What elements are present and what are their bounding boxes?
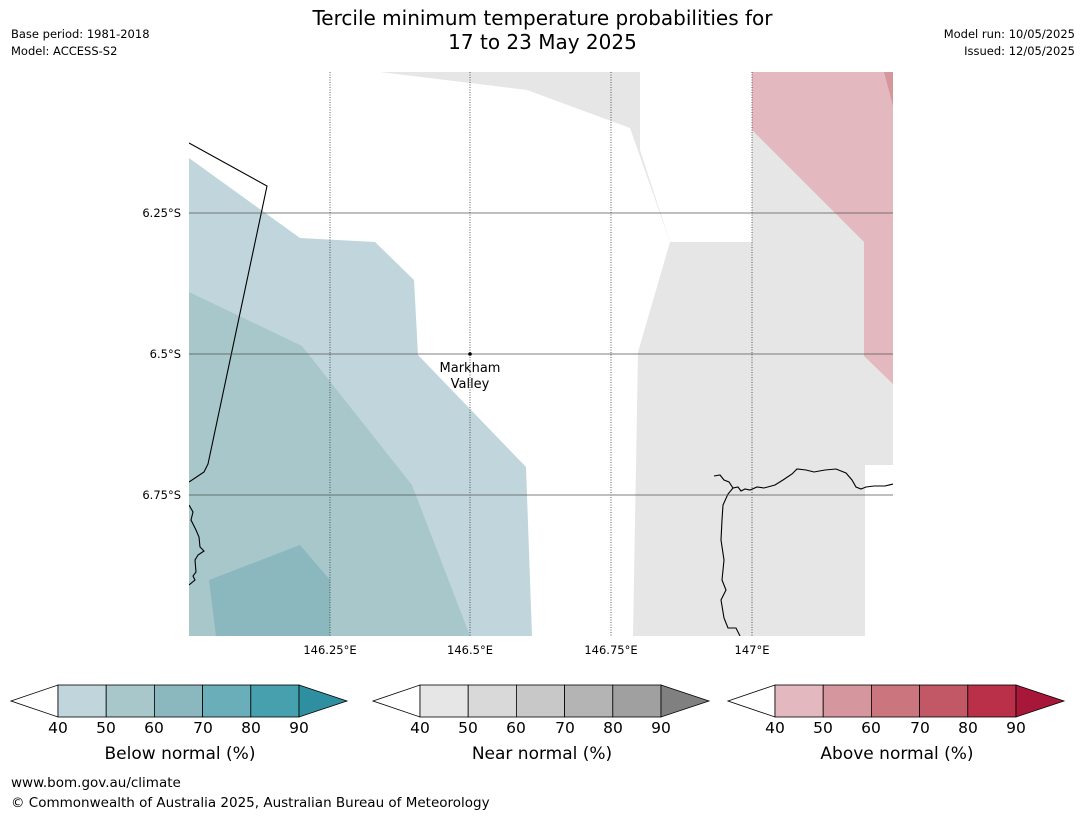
colorbar-extend-low [10,684,59,718]
legend-label: Above normal (%) [820,744,974,764]
legend-near-normal: 40 50 60 70 80 90 Near normal (%) [372,684,712,774]
colorbar-segment [419,684,469,718]
lat-tick-label: 6.25°S [142,206,181,220]
below-normal-region-60 [209,545,330,636]
lat-tick-label: 6.75°S [142,488,181,502]
lon-tick-label: 146.25°E [303,643,356,657]
legend-label: Near normal (%) [471,744,613,764]
legend-tick: 80 [241,719,261,737]
colorbar-segment [774,684,824,718]
legend-tick: 90 [289,719,309,737]
title-line-1: Tercile minimum temperature probabilitie… [312,6,773,30]
legend-tick: 60 [144,719,164,737]
legend-tick: 40 [48,719,68,737]
map-area: Markham Valley [189,72,893,636]
colorbar-segment [105,684,155,718]
colorbar-segment [250,684,300,718]
place-label-line1: Markham [440,361,501,376]
legend-label: Below normal (%) [104,744,256,764]
colorbar-segment [870,684,920,718]
coastline-east [713,468,893,492]
above-normal-region-50 [884,72,893,106]
legend-tick: 90 [1006,719,1026,737]
legend-tick: 80 [603,719,623,737]
legend-tick: 40 [765,719,785,737]
legend-tick: 50 [813,719,833,737]
colorbar-segment [919,684,969,718]
base-period: Base period: 1981-2018 [11,27,150,41]
legend-tick: 90 [651,719,671,737]
colorbar-segment [153,684,203,718]
colorbar-extend-low [372,684,421,718]
legend-tick: 50 [458,719,478,737]
coastline-west [189,504,205,586]
no-signal-region-east [865,465,893,636]
meta-left: Base period: 1981-2018 Model: ACCESS-S2 [11,26,150,60]
colorbar-near-normal [372,684,711,718]
lon-tick-label: 147°E [735,643,770,657]
legend-tick: 80 [958,719,978,737]
colorbar-segment [515,684,565,718]
model-run: Model run: 10/05/2025 [943,27,1075,41]
lat-tick-label: 6.5°S [150,347,181,361]
chart-title: Tercile minimum temperature probabilitie… [0,6,1085,54]
legend-tick: 50 [96,719,116,737]
colorbar-segment [822,684,872,718]
colorbar-above-normal [727,684,1066,718]
colorbar-extend-high [298,684,349,718]
river-line [720,487,741,636]
colorbar-segment [564,684,614,718]
colorbar-segment [57,684,107,718]
legend-tick: 70 [555,719,575,737]
legend-below-normal: 40 50 60 70 80 90 Below normal (%) [10,684,350,774]
colorbar-extend-low [727,684,776,718]
no-signal-region [640,72,752,242]
colorbar-extend-high [660,684,711,718]
colorbar-segment [612,684,662,718]
footer-copyright: © Commonwealth of Australia 2025, Austra… [11,795,490,811]
graticule [189,72,893,636]
footer-url[interactable]: www.bom.gov.au/climate [11,775,181,791]
lon-tick-label: 146.5°E [447,643,493,657]
lon-tick-label: 146.75°E [584,643,637,657]
legend-tick: 70 [910,719,930,737]
legend-tick: 60 [506,719,526,737]
colorbar-below-normal [10,684,349,718]
below-normal-region-50 [189,292,470,636]
issued-date: Issued: 12/05/2025 [964,44,1075,58]
meta-right: Model run: 10/05/2025 Issued: 12/05/2025 [944,26,1075,60]
place-marker [468,352,472,356]
colorbar-segment [967,684,1017,718]
legend-above-normal: 40 50 60 70 80 90 Above normal (%) [727,684,1067,774]
above-normal-region [752,72,893,384]
model-name: Model: ACCESS-S2 [11,44,118,58]
colorbar-segment [467,684,517,718]
map: Markham Valley 146.25°E 146.5°E 146.75°E… [142,72,893,657]
colorbar-extend-high [1015,684,1066,718]
legend-tick: 40 [410,719,430,737]
place-label-line2: Valley [451,377,490,392]
title-line-2: 17 to 23 May 2025 [448,30,637,54]
colorbar-segment [202,684,252,718]
border-line [189,142,268,483]
legend-tick: 60 [861,719,881,737]
legend-tick: 70 [193,719,213,737]
